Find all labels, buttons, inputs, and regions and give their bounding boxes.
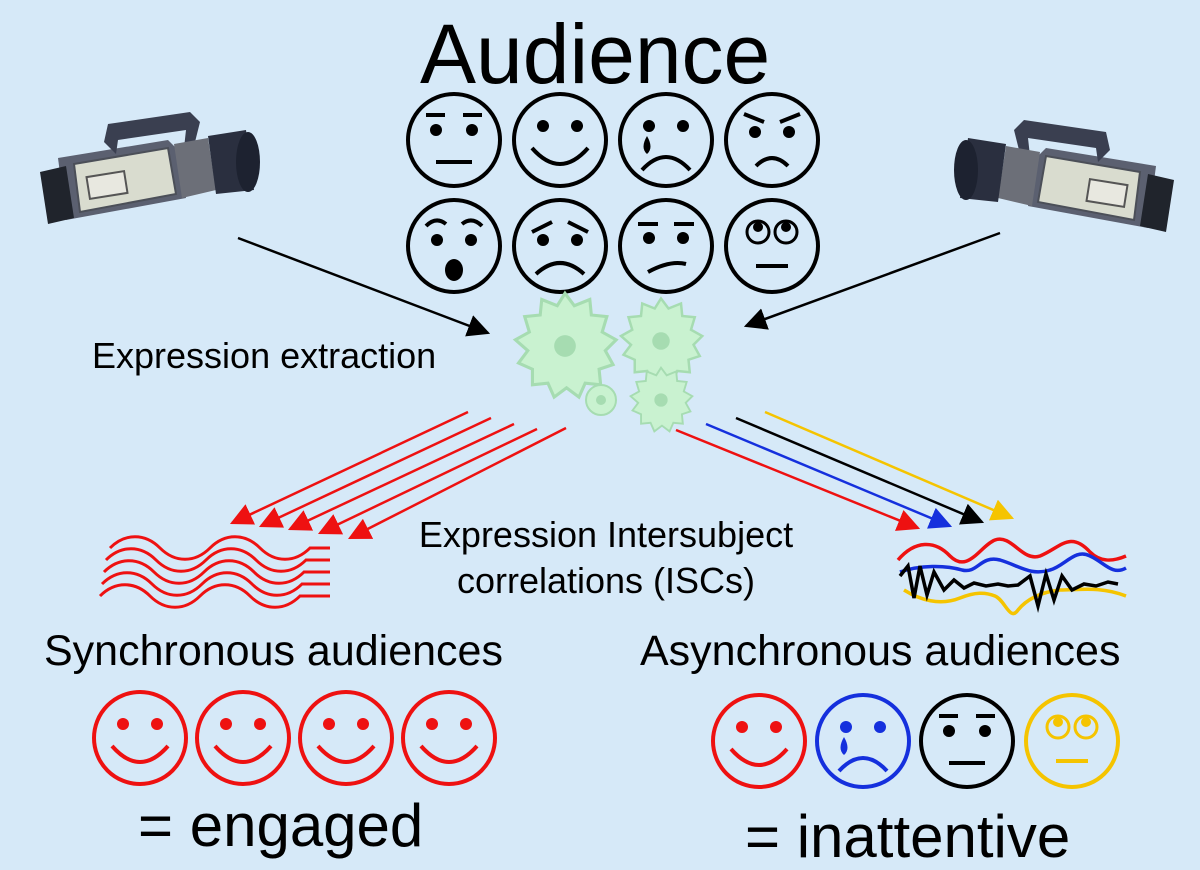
async-face-crying-icon [815, 693, 911, 789]
face-unsure-icon [618, 198, 714, 294]
sync-face-happy-icon [92, 690, 188, 786]
audience-faces [406, 92, 820, 294]
face-crying-icon [618, 92, 714, 188]
face-eye-roll-icon [724, 198, 820, 294]
arrow-left-camera [237, 236, 491, 337]
asynchronous-label: Asynchronous audiences [640, 627, 1121, 675]
synchronous-label: Synchronous audiences [44, 627, 503, 675]
asynchronous-signals [896, 537, 1127, 616]
face-worried-icon [512, 198, 608, 294]
synchronous-faces [92, 690, 497, 786]
camera-right-icon [953, 119, 1175, 233]
gears-icon [513, 291, 704, 433]
inattentive-label: = inattentive [745, 803, 1071, 870]
page-title: Audience [420, 7, 771, 101]
face-angry-icon [724, 92, 820, 188]
sync-face-happy-icon [401, 690, 497, 786]
isc-label: Expression Intersubject correlations (IS… [418, 514, 794, 601]
sync-face-happy-icon [195, 690, 291, 786]
async-face-eye-roll-icon [1024, 693, 1120, 789]
arrows-synchronous [229, 410, 567, 540]
asynchronous-faces [711, 693, 1120, 789]
sync-face-happy-icon [298, 690, 394, 786]
face-happy-icon [512, 92, 608, 188]
arrows-asynchronous [675, 410, 1015, 531]
face-surprised-icon [406, 198, 502, 294]
async-face-neutral-icon [919, 693, 1015, 789]
face-neutral-icon [406, 92, 502, 188]
engaged-label: = engaged [138, 792, 424, 859]
async-face-happy-icon [711, 693, 807, 789]
camera-left-icon [39, 111, 261, 225]
synchronous-signals [98, 535, 330, 609]
expression-extraction-label: Expression extraction [92, 335, 437, 376]
arrow-right-camera [743, 231, 1001, 330]
